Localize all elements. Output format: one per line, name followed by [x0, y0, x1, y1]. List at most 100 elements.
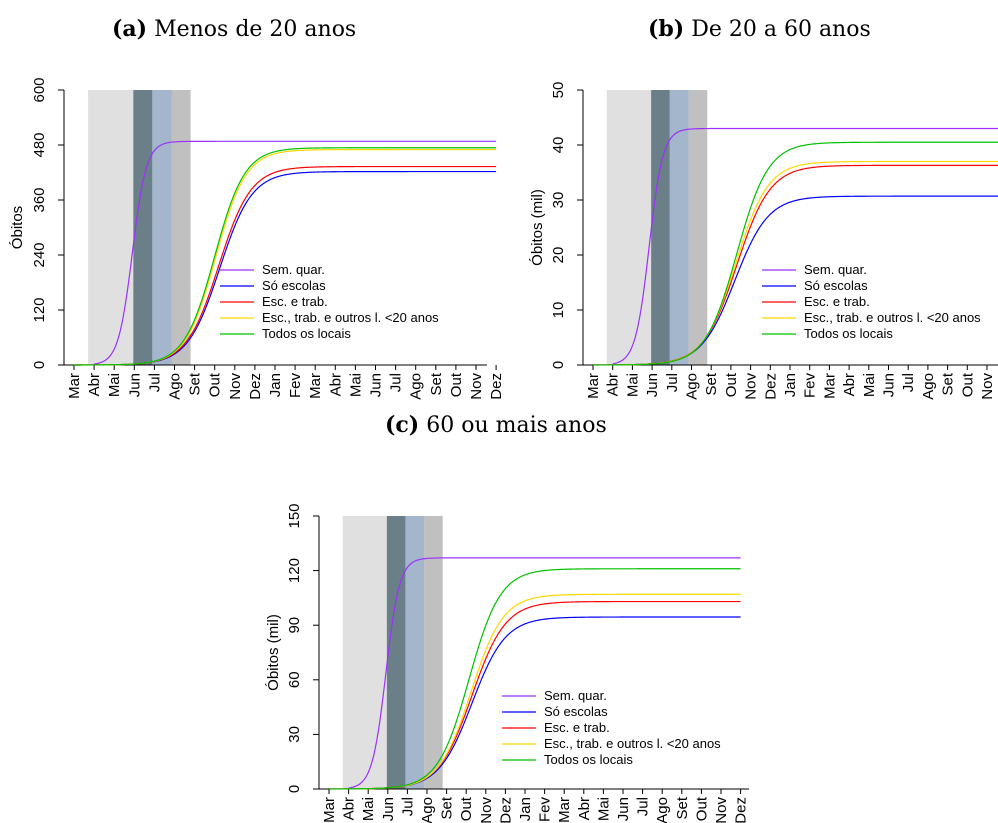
x-tick-label: Mai	[624, 373, 641, 397]
legend-label: Esc., trab. e outros l. <20 anos	[544, 736, 721, 751]
x-tick-label: Dez	[762, 373, 779, 400]
x-tick-label: Nov	[979, 373, 996, 400]
series-line-4	[74, 147, 497, 366]
y-tick-label: 40	[550, 137, 567, 154]
x-tick-label: Nov	[478, 797, 495, 823]
x-tick-label: Jul	[146, 373, 163, 392]
panel-a-title: (a) Menos de 20 anos	[112, 16, 356, 42]
x-tick-label: Set	[439, 796, 456, 819]
y-tick-label: 600	[31, 77, 48, 102]
panel-a-title-text: Menos de 20 anos	[154, 17, 357, 42]
legend-label: Só escolas	[804, 278, 868, 293]
y-axis-label: Óbitos	[9, 206, 26, 249]
panel-c-label: (c)	[385, 412, 420, 438]
y-axis-label: Óbitos (mil)	[529, 189, 546, 266]
x-tick-label: Jan	[267, 373, 284, 397]
x-tick-label: Jan	[517, 797, 534, 821]
shade-dark-region	[133, 90, 153, 365]
x-tick-label: Jun	[644, 373, 661, 397]
x-tick-label: Mar	[321, 797, 338, 823]
x-tick-label: Abr	[841, 373, 858, 396]
legend-label: Todos os locais	[804, 326, 893, 341]
y-tick-label: 120	[286, 558, 303, 583]
x-tick-label: Out	[207, 372, 224, 397]
shade-dark-region	[386, 516, 406, 789]
legend-label: Esc., trab. e outros l. <20 anos	[804, 310, 981, 325]
x-tick-label: Nov	[468, 373, 485, 400]
x-tick-label: Dez	[733, 797, 750, 823]
x-tick-label: Dez	[247, 373, 264, 400]
y-tick-label: 150	[286, 503, 303, 528]
y-tick-label: 30	[286, 726, 303, 743]
y-tick-label: 10	[550, 302, 567, 319]
x-tick-label: Dez	[488, 373, 505, 400]
x-tick-label: Out	[448, 372, 465, 397]
panel-b-title-text: De 20 a 60 anos	[691, 17, 871, 42]
x-tick-label: Abr	[341, 797, 358, 820]
y-tick-label: 120	[31, 297, 48, 322]
x-tick-label: Mar	[307, 373, 324, 399]
series-line-4	[329, 568, 741, 790]
x-tick-label: Set	[703, 372, 720, 395]
x-tick-label: Nov	[227, 373, 244, 400]
series-line-4	[592, 141, 998, 366]
x-tick-label: Ago	[654, 797, 671, 823]
x-tick-label: Mar	[821, 373, 838, 399]
x-tick-label: Ago	[408, 373, 425, 400]
shade-grey-region	[688, 90, 708, 365]
panel-a-label: (a)	[112, 16, 148, 42]
x-tick-label: Jun	[126, 373, 143, 397]
y-tick-label: 30	[550, 192, 567, 209]
x-tick-label: Jun	[368, 373, 385, 397]
x-tick-label: Mai	[347, 373, 364, 397]
x-tick-label: Jan	[782, 373, 799, 397]
x-tick-label: Ago	[684, 373, 701, 400]
x-tick-label: Ago	[920, 373, 937, 400]
x-tick-label: Nov	[743, 373, 760, 400]
y-tick-label: 480	[31, 132, 48, 157]
x-tick-label: Jul	[399, 797, 416, 816]
legend-label: Esc. e trab.	[804, 294, 870, 309]
legend-label: Sem. quar.	[544, 688, 607, 703]
legend-label: Só escolas	[544, 704, 608, 719]
x-tick-label: Out	[959, 372, 976, 397]
series-line-0	[612, 127, 998, 365]
y-tick-label: 0	[286, 785, 303, 793]
series-line-0	[348, 557, 741, 789]
shade-dark-region	[651, 90, 670, 365]
x-tick-label: Jul	[635, 797, 652, 816]
legend-label: Todos os locais	[544, 752, 633, 767]
shade-blue-region	[152, 90, 172, 365]
x-tick-label: Abr	[86, 373, 103, 396]
x-tick-label: Abr	[327, 373, 344, 396]
x-tick-label: Mar	[556, 797, 573, 823]
panel-c-title: (c) 60 ou mais anos	[385, 412, 607, 438]
legend-label: Só escolas	[262, 278, 326, 293]
x-tick-label: Set	[940, 372, 957, 395]
series-line-0	[94, 140, 497, 365]
x-tick-label: Fev	[287, 373, 304, 399]
legend-label: Esc. e trab.	[544, 720, 610, 735]
x-tick-label: Set	[674, 796, 691, 819]
x-tick-label: Mar	[585, 373, 602, 399]
panel-b-title: (b) De 20 a 60 anos	[648, 16, 871, 42]
legend-label: Esc., trab. e outros l. <20 anos	[262, 310, 439, 325]
shade-light-region	[606, 90, 652, 365]
x-tick-label: Mar	[66, 373, 83, 399]
x-tick-label: Mai	[360, 797, 377, 821]
x-tick-label: Jun	[615, 797, 632, 821]
x-tick-label: Jul	[900, 373, 917, 392]
x-tick-label: Jul	[388, 373, 405, 392]
x-tick-label: Nov	[713, 797, 730, 823]
x-tick-label: Jun	[380, 797, 397, 821]
x-tick-label: Fev	[537, 797, 554, 823]
legend-label: Todos os locais	[262, 326, 351, 341]
x-tick-label: Ago	[167, 373, 184, 400]
y-tick-label: 60	[286, 671, 303, 688]
x-tick-label: Set	[428, 372, 445, 395]
x-tick-label: Mai	[595, 797, 612, 821]
shade-light-region	[342, 516, 387, 789]
